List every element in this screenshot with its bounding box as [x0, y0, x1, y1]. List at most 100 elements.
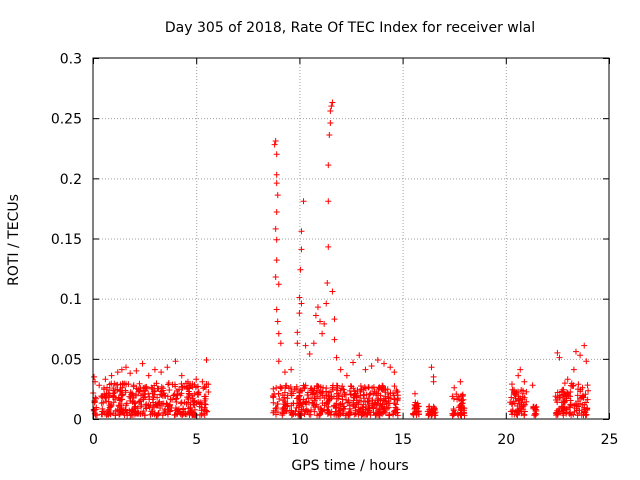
data-point-peak [274, 318, 281, 325]
data-point [290, 400, 297, 407]
data-point [106, 402, 113, 409]
data-point [359, 404, 366, 411]
data-point-peak [300, 198, 307, 205]
data-point [201, 393, 208, 400]
data-point-peak [275, 330, 282, 337]
data-point [281, 401, 288, 408]
data-point [358, 398, 365, 405]
data-point [354, 399, 361, 406]
data-point [390, 390, 397, 397]
data-point-peak [327, 119, 334, 126]
data-point-peak [517, 366, 524, 373]
data-point [202, 401, 209, 408]
data-point [558, 399, 565, 406]
data-point [315, 383, 322, 390]
data-point [340, 386, 347, 393]
data-point-peak [343, 372, 350, 379]
data-point [361, 391, 368, 398]
data-point-peak [428, 364, 435, 371]
x-tick-label: 10 [291, 432, 309, 448]
data-point [119, 380, 126, 387]
data-point-peak [583, 358, 590, 365]
data-point-peak [274, 192, 281, 199]
data-point-peak [275, 281, 282, 288]
data-point [520, 402, 527, 409]
data-point [159, 393, 166, 400]
data-point [553, 412, 560, 419]
data-point [99, 408, 106, 415]
data-point-peak [329, 99, 336, 106]
data-point [334, 390, 341, 397]
data-point [325, 403, 332, 410]
data-point [410, 410, 417, 417]
data-point [566, 410, 573, 417]
data-point [372, 412, 379, 419]
data-point [120, 407, 127, 414]
data-point [114, 386, 121, 393]
data-point [317, 389, 324, 396]
data-point [562, 391, 569, 398]
y-tick-label: 0.25 [51, 112, 82, 128]
data-point-peak [356, 352, 363, 359]
data-point [317, 411, 324, 418]
data-point [324, 411, 331, 418]
data-point [131, 404, 138, 411]
data-point-peak [328, 103, 335, 110]
data-point [191, 390, 198, 397]
data-point [571, 402, 578, 409]
data-point [325, 393, 332, 400]
data-point [521, 411, 528, 418]
data-point [136, 380, 143, 387]
data-point [510, 386, 517, 393]
data-point [509, 408, 516, 415]
x-axis-label: GPS time / hours [291, 458, 408, 474]
data-point [196, 400, 203, 407]
data-point [333, 382, 340, 389]
data-points [90, 99, 592, 419]
data-point [425, 410, 432, 417]
data-point [344, 399, 351, 406]
data-point [561, 380, 568, 387]
data-point [275, 390, 282, 397]
data-point [278, 385, 285, 392]
data-point [391, 383, 398, 390]
data-point [560, 386, 567, 393]
data-point-peak [273, 171, 280, 178]
data-point [177, 400, 184, 407]
data-point-peak [297, 266, 304, 273]
data-point [310, 400, 317, 407]
data-point [118, 391, 125, 398]
data-point-peak [554, 349, 561, 356]
data-point-peak [556, 354, 563, 361]
data-point [146, 396, 153, 403]
data-point [308, 406, 315, 413]
data-point-peak [273, 257, 280, 264]
data-point [361, 384, 368, 391]
data-point [381, 405, 388, 412]
data-point [569, 383, 576, 390]
data-point-peak [317, 318, 324, 325]
data-point [171, 412, 178, 419]
data-point-peak [158, 369, 165, 376]
data-point [185, 395, 192, 402]
data-point [456, 396, 463, 403]
data-point [273, 384, 280, 391]
data-point [180, 406, 187, 413]
data-point [205, 388, 212, 395]
data-point [315, 403, 322, 410]
data-point-peak [337, 366, 344, 373]
data-point [151, 411, 158, 418]
y-axis-label: ROTI / TECUs [6, 194, 22, 286]
data-point-peak [521, 378, 528, 385]
data-point [341, 389, 348, 396]
data-point [362, 398, 369, 405]
data-point-peak [325, 198, 332, 205]
data-point [331, 402, 338, 409]
data-point-peak [273, 306, 280, 313]
data-point [340, 410, 347, 417]
data-point [326, 397, 333, 404]
data-point [148, 384, 155, 391]
data-point [184, 386, 191, 393]
data-point [311, 395, 318, 402]
data-point [155, 385, 162, 392]
